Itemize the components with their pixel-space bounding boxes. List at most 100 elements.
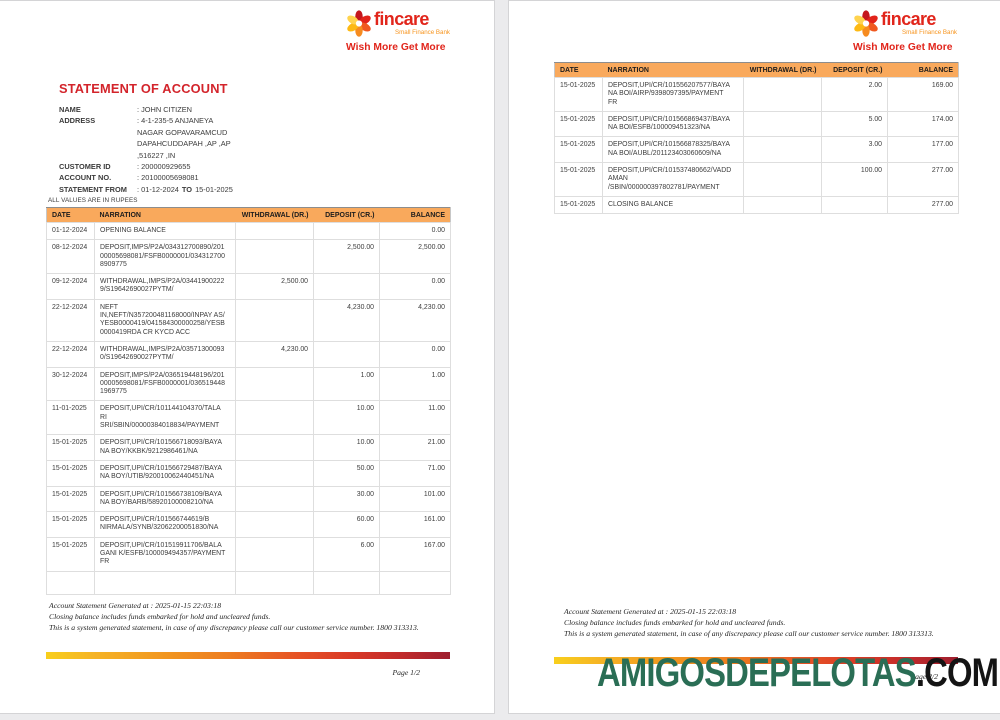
column-header-narration: NARRATION [94, 207, 236, 223]
narration-cell: DEPOSIT,UPI/CR/101566729487/BAYA NA BOY/… [94, 459, 236, 487]
brand-subtitle: Small Finance Bank [901, 29, 957, 36]
withdrawal-cell [743, 110, 822, 138]
column-header-withdrawal: WITHDRAWAL (DR.) [743, 62, 822, 78]
empty-cell [46, 570, 95, 595]
balance-cell: 277.00 [887, 162, 959, 197]
empty-cell [313, 570, 380, 595]
deposit-cell: 60.00 [313, 511, 380, 538]
withdrawal-cell [235, 221, 314, 241]
address-value: : 4-1-235-5 ANJANEYA NAGAR GOPAVARAMCUD … [137, 116, 231, 160]
column-header-deposit: DEPOSIT (CR.) [313, 207, 380, 223]
account-no-value: : 20100005698081 [137, 173, 199, 183]
brand-tagline: Wish More Get More [346, 42, 446, 53]
column-header-balance: BALANCE [887, 62, 959, 78]
balance-cell: 0.00 [379, 340, 451, 368]
withdrawal-cell [235, 536, 314, 572]
table-row: 15-01-2025 DEPOSIT,UPI/CR/101566729487/BA… [46, 459, 451, 487]
column-header-deposit: DEPOSIT (CR.) [821, 62, 888, 78]
deposit-cell: 10.00 [313, 434, 380, 461]
watermark-main: AMIGOSDEPELOTAS [596, 651, 917, 695]
table-row: 22-12-2024 NEFT IN,NEFT/N357200481168000/… [46, 298, 451, 342]
date-cell: 15-01-2025 [46, 459, 95, 487]
customer-id-label: CUSTOMER ID [59, 162, 111, 172]
deposit-cell: 30.00 [313, 485, 380, 513]
deposit-cell: 1.00 [313, 366, 380, 402]
narration-cell: DEPOSIT,UPI/CR/101519911706/BALA GANI K/… [94, 536, 236, 572]
table-row: 15-01-2025 DEPOSIT,UPI/CR/101566738109/BA… [46, 485, 451, 513]
deposit-cell: 4,230.00 [313, 298, 380, 342]
balance-cell: 0.00 [379, 273, 451, 300]
fincare-logo: fincare Small Finance Bank Wish More Get… [346, 8, 450, 53]
rainbow-divider [46, 652, 450, 659]
account-info-block: NAME : JOHN CITIZEN ADDRESS : 4-1-235-5 … [59, 104, 233, 195]
date-cell: 15-01-2025 [554, 77, 603, 112]
deposit-cell: 100.00 [821, 162, 888, 197]
deposit-cell: 10.00 [313, 400, 380, 436]
deposit-cell: 3.00 [821, 136, 888, 164]
deposit-cell [821, 195, 888, 215]
column-header-withdrawal: WITHDRAWAL (DR.) [235, 207, 314, 223]
brand-subtitle: Small Finance Bank [394, 29, 450, 36]
table-header-row: DATE NARRATION WITHDRAWAL (DR.) DEPOSIT … [554, 62, 959, 78]
narration-cell: NEFT IN,NEFT/N357200481168000/INPAY AS/ … [94, 298, 236, 342]
statement-from-value: : 01-12-2024 TO 15-01-2025 [137, 184, 233, 195]
table-header-row: DATE NARRATION WITHDRAWAL (DR.) DEPOSIT … [46, 207, 451, 223]
table-row: 11-01-2025 DEPOSIT,UPI/CR/101144104370/TA… [46, 400, 451, 436]
statement-from-to: TO [181, 184, 193, 194]
withdrawal-cell [235, 511, 314, 538]
narration-cell: WITHDRAWAL,IMPS/P2A/03441900222 9/S19642… [94, 273, 236, 300]
deposit-cell: 50.00 [313, 459, 380, 487]
statement-from-label: STATEMENT FROM [59, 184, 127, 194]
date-cell: 15-01-2025 [554, 195, 603, 215]
page-number: Page 2/2 [910, 672, 938, 681]
withdrawal-cell [743, 162, 822, 197]
deposit-cell [313, 340, 380, 368]
name-value: : JOHN CITIZEN [137, 105, 193, 114]
balance-cell: 0.00 [379, 221, 451, 241]
balance-cell: 277.00 [887, 195, 959, 215]
withdrawal-cell [235, 239, 314, 275]
customer-id-value: : 200000929655 [137, 162, 191, 172]
fincare-logo: fincare Small Finance Bank Wish More Get… [853, 8, 957, 53]
column-header-narration: NARRATION [602, 62, 744, 78]
date-cell: 09-12-2024 [46, 273, 95, 300]
balance-cell: 1.00 [379, 366, 451, 402]
withdrawal-cell: 4,230.00 [235, 340, 314, 368]
withdrawal-cell [235, 366, 314, 402]
empty-filler-row [46, 570, 451, 595]
withdrawal-cell [743, 77, 822, 112]
brand-name: fincare [374, 9, 429, 29]
deposit-cell: 5.00 [821, 110, 888, 138]
statement-page-1: fincare Small Finance Bank Wish More Get… [0, 0, 495, 714]
watermark: AMIGOSDEPELOTAS.COM [596, 651, 999, 696]
footer-disclaimer: Account Statement Generated at : 2025-01… [49, 601, 419, 632]
table-row: 15-01-2025 DEPOSIT,UPI/CR/101566869437/BA… [554, 110, 959, 138]
column-header-balance: BALANCE [379, 207, 451, 223]
address-label: ADDRESS [59, 116, 96, 126]
narration-cell: CLOSING BALANCE [602, 195, 744, 215]
balance-cell: 161.00 [379, 511, 451, 538]
date-cell: 08-12-2024 [46, 239, 95, 275]
table-row: 15-01-2025 CLOSING BALANCE 277.00 [554, 195, 959, 215]
narration-cell: DEPOSIT,UPI/CR/101566718093/BAYA NA BOY/… [94, 434, 236, 461]
balance-cell: 177.00 [887, 136, 959, 164]
narration-cell: DEPOSIT,UPI/CR/101566744619/B NIRMALA/SY… [94, 511, 236, 538]
transactions-table: DATE NARRATION WITHDRAWAL (DR.) DEPOSIT … [46, 207, 451, 595]
balance-cell: 4,230.00 [379, 298, 451, 342]
balance-cell: 101.00 [379, 485, 451, 513]
narration-cell: DEPOSIT,UPI/CR/101566869437/BAYA NA BOI/… [602, 110, 744, 138]
narration-cell: DEPOSIT,IMPS/P2A/034312700890/201 000056… [94, 239, 236, 275]
name-label: NAME [59, 105, 81, 114]
table-row: 01-12-2024 OPENING BALANCE 0.00 [46, 221, 451, 241]
brand-name: fincare [881, 9, 936, 29]
statement-from-start: : 01-12-2024 [137, 184, 179, 194]
withdrawal-cell [235, 298, 314, 342]
table-row: 15-01-2025 DEPOSIT,UPI/CR/101519911706/BA… [46, 536, 451, 572]
column-header-date: DATE [46, 207, 95, 223]
fincare-swirl-icon [346, 8, 372, 39]
watermark-suffix: .COM [915, 651, 999, 695]
table-row: 15-01-2025 DEPOSIT,UPI/CR/101556207577/BA… [554, 77, 959, 112]
table-row: 30-12-2024 DEPOSIT,IMPS/P2A/036519448196/… [46, 366, 451, 402]
date-cell: 11-01-2025 [46, 400, 95, 436]
footer-disclaimer: Account Statement Generated at : 2025-01… [564, 607, 934, 638]
